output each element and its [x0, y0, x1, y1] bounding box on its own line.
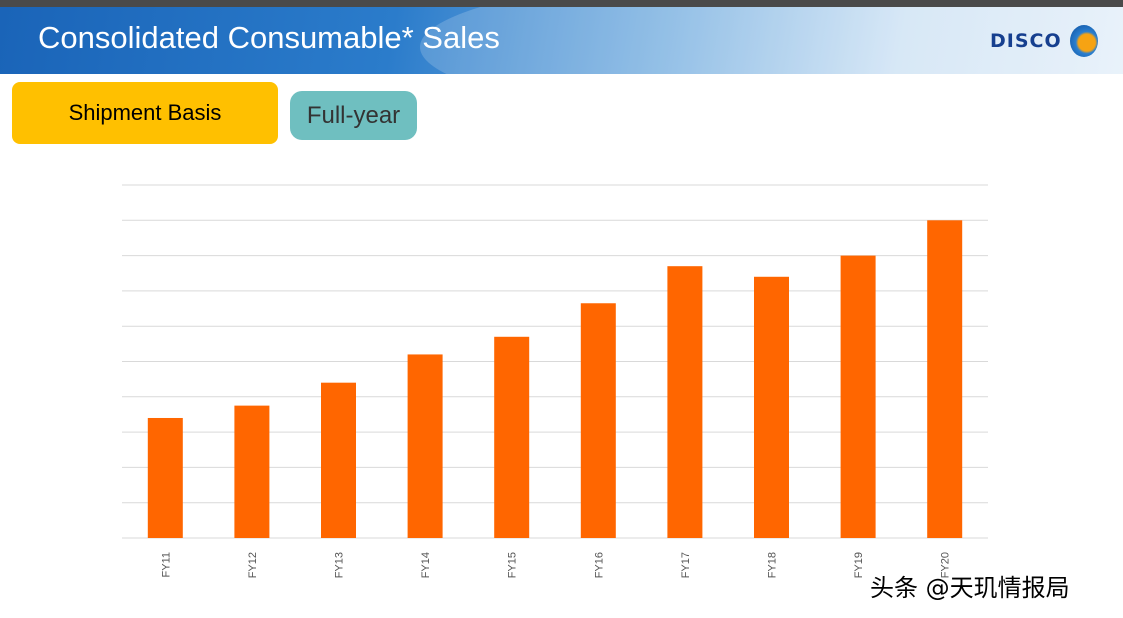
- bar-fy14: [407, 354, 443, 538]
- x-tick-label: FY16: [593, 552, 605, 578]
- x-tick-label: FY18: [767, 552, 779, 578]
- bar-fy13: [321, 382, 356, 538]
- bar-fy20: [927, 220, 963, 539]
- disco-logo: DISCO: [990, 25, 1098, 57]
- header-swoosh: [420, 7, 1123, 74]
- x-tick-label: FY19: [853, 552, 865, 578]
- logo-text: DISCO: [990, 30, 1062, 52]
- bar-fy11: [147, 417, 183, 538]
- page-title: Consolidated Consumable* Sales: [38, 20, 500, 55]
- x-tick-label: FY13: [334, 552, 346, 578]
- x-tick-label: FY15: [507, 552, 519, 578]
- watermark: 头条 @天玑情报局: [870, 574, 1070, 602]
- slide-header: Consolidated Consumable* Sales DISCO: [0, 7, 1123, 74]
- bar-fy16: [580, 303, 616, 538]
- bar-fy15: [494, 336, 530, 538]
- top-bar: [0, 0, 1123, 7]
- bar-fy12: [234, 405, 270, 538]
- shipment-basis-label: Shipment Basis: [12, 82, 278, 144]
- x-tick-label: FY12: [247, 552, 259, 578]
- bar-fy17: [667, 266, 703, 538]
- full-year-label: Full-year: [290, 91, 417, 140]
- bar-fy18: [754, 276, 789, 538]
- x-tick-label: FY14: [420, 552, 432, 578]
- logo-sphere-icon: [1069, 25, 1098, 57]
- x-tick-label: FY11: [160, 552, 172, 577]
- bar-fy19: [840, 255, 876, 538]
- x-tick-label: FY20: [940, 552, 952, 578]
- x-tick-label: FY17: [680, 552, 692, 578]
